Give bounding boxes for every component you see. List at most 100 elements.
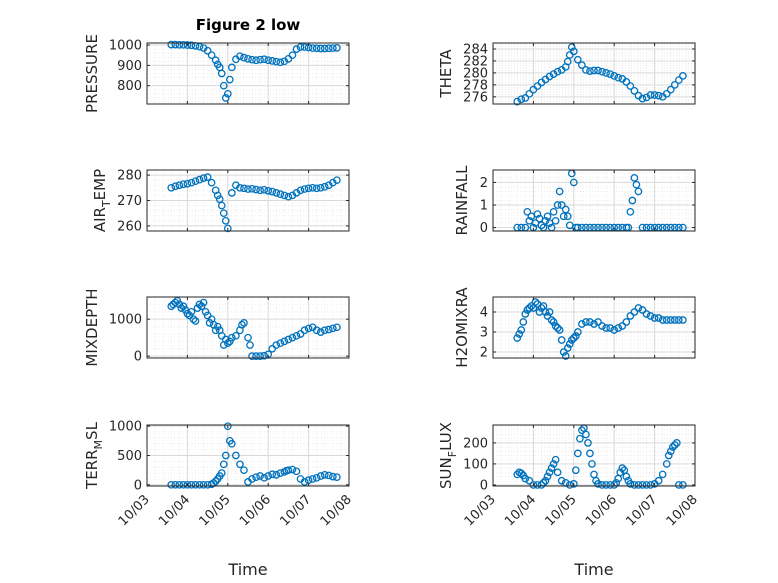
data-point: [679, 72, 687, 80]
data-point: [244, 55, 252, 63]
data-point: [547, 316, 556, 324]
data-point: [179, 40, 188, 49]
data-point: [557, 476, 566, 485]
data-point: [187, 480, 196, 489]
data-point: [217, 69, 226, 78]
data-point: [280, 57, 289, 66]
data-point: [252, 352, 260, 361]
data-point: [553, 324, 562, 332]
data-point: [559, 348, 568, 356]
data-point: [551, 455, 560, 464]
data-point: [288, 465, 297, 474]
data-point: [513, 97, 522, 106]
data-point: [517, 326, 526, 334]
data-point: [324, 325, 333, 334]
data-point: [300, 185, 309, 193]
x-tick-label: 10/07: [277, 492, 314, 529]
data-point: [602, 481, 610, 489]
data-point: [634, 481, 643, 489]
data-point: [333, 473, 341, 482]
data-point: [260, 351, 269, 360]
data-point: [171, 298, 180, 307]
data-point: [569, 47, 578, 56]
data-point: [618, 464, 627, 472]
data-point: [203, 173, 212, 181]
data-point: [236, 460, 244, 469]
data-point: [666, 447, 675, 456]
data-point: [537, 481, 546, 489]
y-axis-label: PRESSURE: [83, 34, 101, 113]
data-point: [223, 224, 232, 233]
data-point: [312, 473, 321, 482]
data-point: [590, 320, 598, 328]
data-point: [630, 174, 639, 182]
data-point: [634, 187, 643, 196]
data-point: [187, 307, 196, 316]
x-tick-label: 10/05: [543, 492, 580, 529]
x-tick-label: 10/07: [623, 492, 660, 529]
data-point: [650, 314, 659, 322]
data-point: [328, 324, 337, 333]
data-point: [221, 216, 230, 225]
data-point: [333, 44, 341, 52]
data-point: [679, 481, 687, 489]
data-point: [179, 180, 188, 189]
y-tick-label: 280: [463, 66, 488, 81]
data-point: [199, 298, 208, 307]
data-point: [630, 481, 639, 489]
data-point: [545, 308, 554, 316]
data-point: [662, 460, 671, 468]
data-point: [240, 319, 248, 327]
data-point: [602, 324, 610, 332]
data-point: [614, 73, 623, 82]
data-point: [646, 481, 655, 489]
y-axis-label: TERRMSL: [83, 421, 105, 490]
x-tick-label: 10/06: [237, 492, 274, 529]
data-point: [217, 469, 226, 477]
data-point: [679, 316, 687, 324]
data-point: [207, 178, 216, 187]
data-point: [543, 212, 552, 221]
data-point: [238, 320, 246, 329]
data-point: [573, 449, 582, 458]
data-point: [246, 341, 254, 349]
data-point: [333, 323, 341, 332]
data-point: [626, 312, 635, 320]
data-point: [563, 344, 572, 352]
data-point: [521, 310, 530, 318]
data-point: [320, 182, 329, 191]
data-point: [553, 67, 562, 76]
y-tick-label: 0: [134, 350, 142, 365]
panel-air-temp: 260 270 280 AIRTEMP: [91, 169, 350, 234]
data-point: [195, 300, 204, 309]
data-point: [201, 307, 210, 316]
data-point: [616, 468, 625, 477]
data-point: [324, 44, 333, 53]
axes-box: [492, 424, 696, 487]
data-point: [167, 480, 176, 489]
data-point: [227, 189, 236, 197]
data-point: [584, 439, 592, 447]
data-point: [521, 474, 530, 483]
data-point: [316, 44, 325, 53]
x-tick-label: 10/03: [116, 492, 153, 529]
data-point: [576, 434, 584, 443]
data-point: [276, 58, 285, 67]
data-point: [573, 55, 582, 64]
data-point: [658, 316, 667, 324]
data-point: [175, 181, 184, 190]
data-point: [642, 310, 651, 318]
data-point: [308, 44, 317, 52]
data-point: [308, 475, 317, 483]
data-point: [223, 422, 232, 431]
data-point: [195, 175, 204, 184]
data-point: [642, 481, 651, 489]
data-point: [670, 81, 679, 89]
data-point: [670, 316, 679, 324]
data-point: [569, 334, 578, 342]
data-point: [308, 183, 317, 192]
y-tick-label: 282: [463, 54, 488, 69]
y-tick-label: 0: [480, 221, 488, 236]
data-point: [614, 324, 623, 332]
